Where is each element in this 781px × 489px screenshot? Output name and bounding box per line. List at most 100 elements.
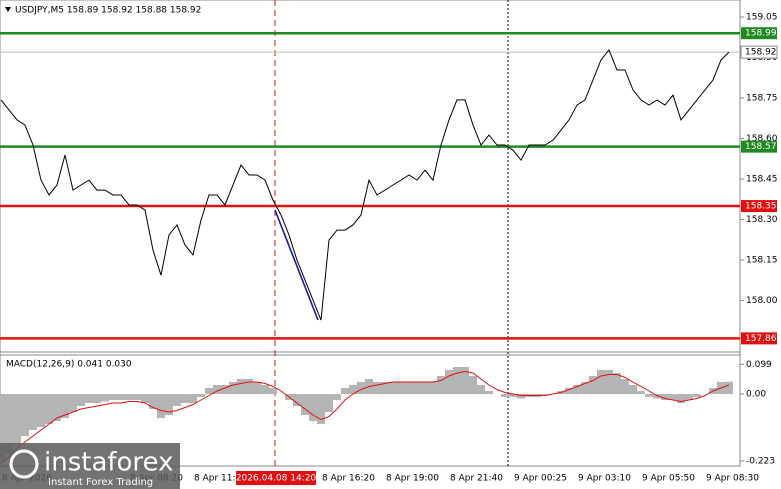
x-tick-label: 8 Apr 11:00 (194, 474, 247, 484)
histogram-bar (5, 394, 13, 454)
histogram-bar (645, 394, 653, 397)
level-label: 158.57 (745, 142, 777, 152)
watermark-bg (0, 443, 180, 489)
level-label-bg (741, 200, 777, 213)
x-tick-label: 9 Apr 08:30 (706, 474, 759, 484)
histogram-bar (173, 394, 181, 406)
level-label-bg (741, 140, 777, 153)
x-tick-label: 9 Apr 03:10 (578, 474, 631, 484)
histogram-bar (677, 394, 685, 403)
level-label: 157.86 (745, 334, 777, 344)
histogram-bar (85, 394, 93, 403)
histogram-bar (421, 382, 429, 394)
histogram-bar (405, 382, 413, 394)
histogram-bar (589, 376, 597, 394)
histogram-bar (573, 385, 581, 394)
histogram-bar (293, 394, 301, 406)
histogram-bar (429, 382, 437, 394)
histogram-bar (29, 394, 37, 430)
histogram-bar (21, 394, 29, 436)
histogram-bar (117, 394, 125, 400)
level-label-bg (741, 27, 777, 40)
histogram-bar (501, 394, 509, 397)
histogram-bar (309, 394, 317, 421)
current-price-label: 158.92 (745, 48, 777, 58)
histogram-bar (565, 388, 573, 394)
histogram-bar (477, 385, 485, 394)
histogram-bar (397, 382, 405, 394)
trend-line (274, 209, 319, 321)
cursor-label: 2026.04.08 14:20 (236, 474, 317, 484)
histogram-bar (389, 382, 397, 394)
watermark: instaforex Instant Forex Trading (0, 443, 180, 489)
level-label: 158.99 (745, 29, 777, 39)
x-tick-label: 8 Apr 21:40 (450, 474, 503, 484)
histogram-bar (349, 385, 357, 394)
x-tick-label: 8 Apr 19:00 (386, 474, 439, 484)
histogram-bar (629, 385, 637, 394)
histogram-bar (669, 394, 677, 400)
histogram-bar (637, 391, 645, 394)
histogram-bar (149, 394, 157, 409)
histogram-bar (437, 376, 445, 394)
histogram-bar (13, 394, 21, 445)
chart-title: USDJPY,M5 158.89 158.92 158.88 158.92 (15, 6, 201, 16)
histogram-bar (269, 388, 277, 394)
current-price-bg (740, 45, 778, 59)
histogram-bar (133, 394, 141, 400)
histogram-bar (461, 367, 469, 394)
histogram-bar (485, 391, 493, 394)
histogram-bar (237, 379, 245, 394)
histogram-bar (229, 382, 237, 394)
histogram-bar (453, 367, 461, 394)
histogram-bar (37, 394, 45, 427)
histogram-bar (341, 388, 349, 394)
histogram-bar (141, 394, 149, 403)
histogram-bar (605, 370, 613, 394)
histogram-bar (517, 394, 525, 399)
histogram-bar (693, 394, 701, 397)
histogram-bar (45, 394, 53, 424)
histogram-bar (413, 382, 421, 394)
price-line (0, 48, 730, 321)
y-tick-label: 158.30 (746, 215, 778, 225)
x-tick-label: 9 Apr 05:50 (642, 474, 695, 484)
histogram-bar (581, 382, 589, 394)
histogram-bar (613, 373, 621, 394)
histogram-bar (469, 376, 477, 394)
histogram-bar (213, 385, 221, 394)
watermark-icon (9, 449, 39, 479)
histogram-bar (597, 370, 605, 394)
histogram-bar (445, 370, 453, 394)
cursor-label-bg (236, 471, 316, 485)
histogram-bar (93, 394, 101, 403)
histogram-bar (725, 381, 733, 394)
y-tick-label: 158.15 (746, 256, 778, 266)
histogram-bar (301, 394, 309, 415)
y-tick-label: 158.75 (746, 94, 778, 104)
histogram-bar (69, 394, 77, 412)
x-tick-label: 8 Apr 16:20 (322, 474, 375, 484)
y-tick-label: 158.45 (746, 175, 778, 185)
histogram-bar (189, 394, 197, 403)
histogram-bar (317, 394, 325, 424)
level-label-bg (741, 332, 777, 345)
x-tick-label: 9 Apr 00:25 (514, 474, 567, 484)
histogram-bar (101, 394, 109, 402)
histogram-bar (333, 394, 341, 400)
histogram-bar (653, 394, 661, 399)
histogram-bar (253, 382, 261, 394)
histogram-bar (373, 382, 381, 394)
menu-arrow (5, 7, 11, 12)
macd-title: MACD(12,26,9) 0.041 0.030 (6, 360, 132, 370)
histogram-bar (357, 382, 365, 394)
histogram-bar (197, 394, 205, 397)
histogram-bar (53, 394, 61, 421)
histogram-bar (77, 394, 85, 406)
histogram-bar (181, 394, 189, 403)
y-tick-label: 158.00 (746, 296, 778, 306)
marks: 159.05158.90158.75158.60158.45158.30158.… (0, 13, 778, 485)
watermark-tagline: Instant Forex Trading (48, 477, 153, 488)
